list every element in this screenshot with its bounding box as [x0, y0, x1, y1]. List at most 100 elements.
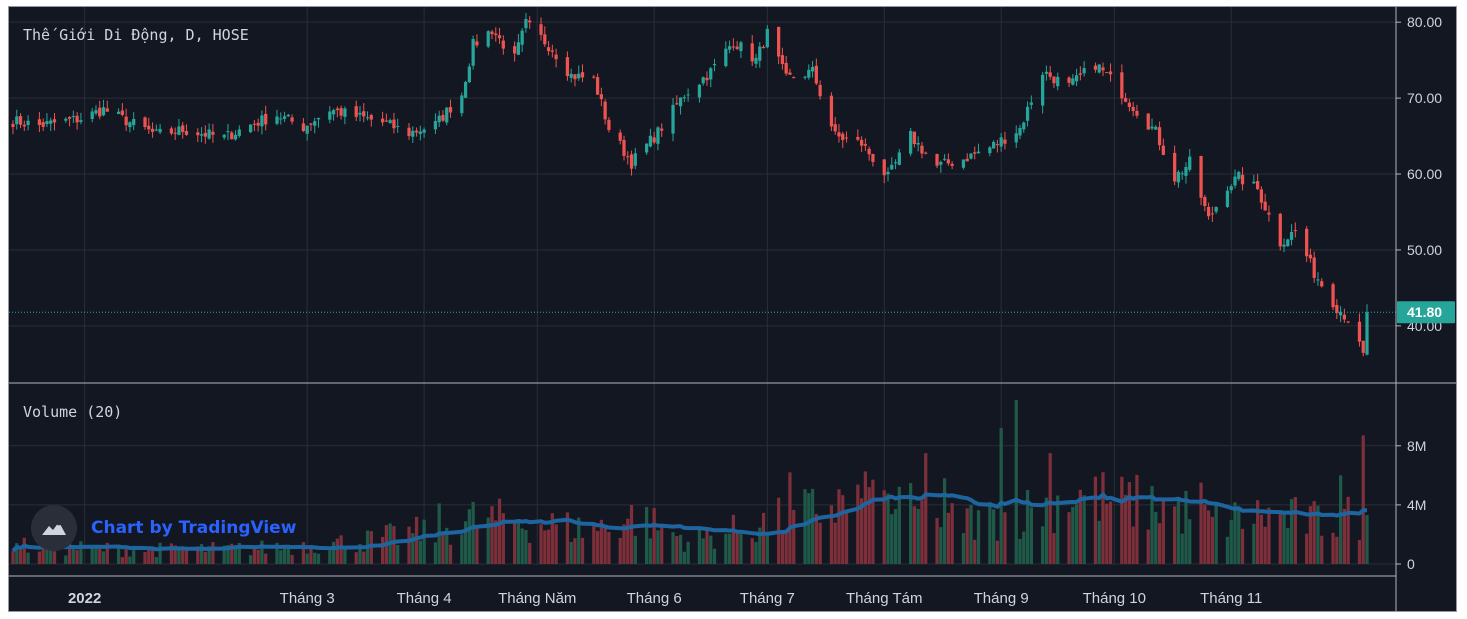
candle-body: [120, 110, 125, 115]
candle-body: [1097, 64, 1101, 73]
candle-body: [1180, 173, 1184, 175]
volume-bar: [807, 493, 811, 564]
volume-bar: [916, 508, 920, 564]
candle-body: [181, 125, 185, 133]
candle-body: [1282, 244, 1286, 247]
price-tick-label: 80.00: [1407, 14, 1442, 30]
candle-body: [445, 107, 449, 123]
candle-body: [1305, 228, 1309, 257]
volume-bar: [1214, 505, 1218, 564]
volume-bar: [222, 545, 226, 564]
volume-bar: [105, 542, 109, 564]
candle-body: [833, 124, 837, 132]
candles: [11, 12, 1369, 357]
candle-body: [486, 31, 490, 47]
volume-bar: [909, 483, 913, 564]
candle-body: [1199, 156, 1203, 198]
volume-bar: [94, 545, 98, 564]
time-tick-label: Tháng 9: [974, 590, 1029, 607]
volume-bar: [622, 524, 626, 564]
candle-body: [1052, 76, 1056, 84]
candle-body: [1240, 174, 1245, 185]
volume-bar: [965, 508, 969, 564]
volume-bar: [64, 555, 68, 564]
volume-bar: [1180, 533, 1184, 564]
tradingview-branding[interactable]: Chart by TradingView: [31, 505, 296, 551]
grid: [9, 7, 1396, 565]
volume-bar: [252, 547, 257, 564]
volume-bar: [829, 505, 834, 564]
volume-bar: [512, 523, 517, 564]
volume-bar: [26, 552, 30, 564]
tradingview-logo-icon: [31, 505, 77, 551]
volume-bar: [1286, 527, 1290, 564]
candle-body: [916, 142, 920, 145]
candle-body: [599, 94, 603, 100]
volume-bar: [1188, 519, 1192, 564]
candle-body: [248, 124, 253, 133]
volume-bar: [988, 501, 992, 564]
candle-body: [1203, 196, 1207, 207]
tradingview-brand-text: Chart by TradingView: [91, 518, 297, 538]
volume-bar: [1093, 476, 1098, 564]
volume-bar: [335, 538, 339, 564]
candle-body: [735, 46, 739, 50]
volume-bar: [671, 532, 675, 564]
volume-bar: [448, 544, 453, 564]
volume-bar: [199, 544, 204, 564]
candle-body: [712, 64, 717, 66]
volume-bar: [339, 535, 343, 564]
volume-bar: [950, 503, 954, 564]
candle-body: [260, 115, 264, 127]
volume-bar: [735, 532, 739, 564]
candle-body: [369, 115, 373, 120]
candle-body: [1188, 156, 1192, 170]
candle-body: [1022, 122, 1026, 130]
volume-bar: [290, 554, 294, 564]
candle-body: [15, 116, 19, 125]
candle-body: [1263, 201, 1267, 211]
candle-body: [339, 108, 343, 116]
volume-bar: [116, 545, 121, 564]
volume-bar: [750, 538, 754, 564]
candle-body: [946, 159, 950, 164]
volume-bar: [1154, 511, 1158, 564]
volume-bar: [181, 548, 185, 564]
volume-bar: [279, 550, 283, 564]
volume-bar: [886, 493, 890, 564]
candle-body: [411, 130, 415, 137]
volume-bar: [803, 489, 807, 564]
volume-bar: [71, 549, 75, 564]
volume-bar: [727, 533, 732, 564]
candle-body: [856, 136, 860, 140]
candle-body: [554, 54, 558, 60]
candle-body: [1056, 76, 1060, 87]
candle-body: [143, 117, 147, 128]
volume-bar: [150, 549, 155, 564]
volume-bar: [697, 526, 702, 564]
candle-body: [1293, 230, 1297, 232]
candle-body: [890, 164, 894, 170]
volume-bar: [565, 512, 570, 564]
candle-body: [1338, 311, 1343, 316]
volume-bar: [358, 544, 362, 564]
volume-bar: [1289, 499, 1294, 564]
volume-bar: [1210, 516, 1214, 564]
volume-bar: [184, 548, 189, 564]
candle-body: [147, 125, 151, 130]
candle-body: [758, 46, 762, 61]
candle-body: [539, 24, 543, 35]
volume-bar: [433, 542, 438, 564]
volume-bar: [675, 536, 679, 564]
candle-body: [316, 117, 321, 120]
volume-bar: [656, 530, 660, 564]
volume-bar: [392, 526, 396, 564]
candle-body: [226, 131, 230, 133]
candle-body: [1131, 106, 1135, 111]
volume-bar: [1105, 503, 1109, 564]
candle-body: [184, 131, 189, 135]
volume-bar: [422, 519, 426, 564]
volume-bar: [841, 495, 845, 564]
volume-bar: [445, 527, 449, 564]
